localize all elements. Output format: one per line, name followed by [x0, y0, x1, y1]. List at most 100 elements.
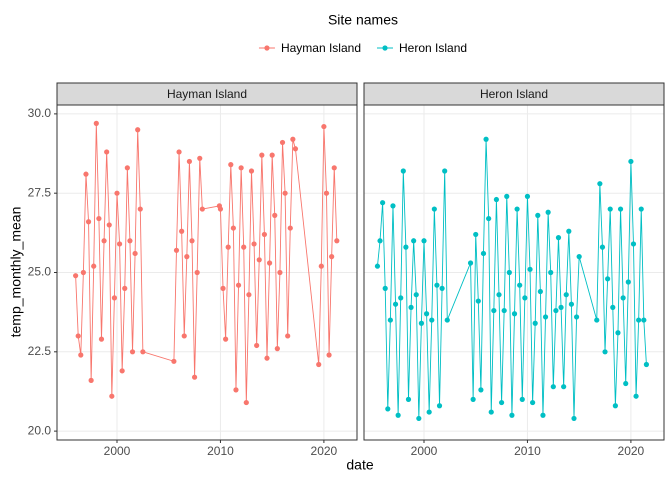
data-point — [573, 314, 580, 320]
data-point — [542, 314, 549, 320]
data-point — [610, 304, 616, 310]
strip-label: Hayman Island — [167, 87, 247, 101]
data-point — [566, 228, 572, 234]
data-point — [504, 193, 510, 199]
data-point — [73, 273, 79, 279]
data-point — [488, 409, 494, 415]
data-point — [274, 346, 280, 352]
data-point — [643, 361, 650, 368]
data-point — [506, 269, 512, 276]
data-point — [509, 412, 515, 418]
data-point — [329, 254, 335, 260]
data-point — [220, 285, 226, 291]
x-tick-label: 2010 — [514, 444, 541, 458]
data-point — [623, 380, 629, 387]
x-tick-label: 2010 — [207, 444, 234, 458]
y-tick-label: 20.0 — [28, 423, 52, 437]
data-point — [563, 292, 569, 298]
data-point — [191, 374, 198, 380]
data-point — [78, 352, 84, 358]
data-point — [116, 241, 123, 247]
data-point — [217, 206, 224, 212]
data-point — [331, 165, 337, 171]
data-point — [189, 238, 195, 244]
data-point — [429, 317, 435, 323]
data-point — [444, 317, 450, 323]
data-point — [292, 146, 299, 152]
data-point — [517, 282, 523, 288]
strip — [56, 82, 358, 106]
data-point — [398, 295, 404, 301]
data-point — [248, 168, 255, 174]
data-point — [439, 285, 445, 291]
data-point — [326, 352, 332, 358]
data-point — [617, 206, 624, 212]
data-point — [323, 190, 330, 196]
data-point — [636, 317, 642, 323]
data-point — [75, 333, 81, 339]
data-point — [638, 206, 644, 212]
data-point — [321, 123, 327, 130]
data-point — [594, 317, 600, 323]
data-point — [114, 190, 120, 196]
data-point — [548, 269, 554, 276]
data-point — [241, 244, 247, 250]
data-point — [522, 295, 528, 301]
data-point — [106, 222, 112, 228]
data-point — [615, 330, 621, 336]
data-point — [630, 241, 637, 247]
data-point — [83, 171, 89, 177]
legend-key-point — [264, 45, 270, 51]
data-point — [550, 384, 556, 390]
data-point — [571, 415, 577, 422]
y-tick-label: 22.5 — [28, 344, 52, 358]
data-point — [98, 336, 105, 342]
data-point — [535, 212, 541, 218]
data-point — [287, 225, 293, 231]
data-point — [266, 260, 273, 266]
data-point — [434, 282, 440, 288]
data-point — [171, 358, 177, 364]
data-point — [264, 355, 270, 361]
data-point — [524, 193, 531, 199]
data-point — [111, 295, 118, 301]
data-point — [555, 235, 562, 241]
data-point — [483, 136, 489, 142]
data-point — [416, 415, 422, 422]
strip — [363, 82, 665, 106]
legend-item: Hayman Island — [258, 41, 361, 55]
data-point — [545, 209, 551, 215]
data-point — [493, 196, 500, 203]
data-point — [223, 336, 229, 342]
data-point — [129, 349, 136, 355]
y-tick-label: 25.0 — [28, 265, 52, 279]
data-point — [385, 406, 391, 412]
data-point — [602, 349, 608, 355]
data-point — [127, 238, 133, 244]
data-point — [400, 168, 406, 174]
data-point — [176, 149, 182, 155]
data-point — [498, 399, 505, 406]
data-point — [132, 250, 138, 257]
x-axis-label: date — [346, 457, 373, 473]
data-point — [124, 165, 130, 171]
data-point — [104, 149, 110, 155]
data-point — [377, 238, 383, 244]
data-point — [186, 158, 193, 165]
data-point — [568, 301, 575, 307]
data-point — [597, 181, 603, 187]
data-point — [96, 215, 102, 222]
data-point — [473, 231, 479, 238]
data-point — [426, 409, 432, 415]
x-tick-label: 2000 — [104, 444, 131, 458]
data-point — [467, 260, 474, 266]
legend-label: Hayman Island — [281, 41, 361, 55]
data-point — [480, 250, 487, 257]
legend-item: Heron Island — [377, 41, 467, 55]
data-point — [279, 139, 286, 146]
data-point — [553, 307, 559, 314]
data-point — [181, 333, 187, 339]
data-point — [251, 241, 257, 247]
x-tick-label: 2020 — [618, 444, 645, 458]
